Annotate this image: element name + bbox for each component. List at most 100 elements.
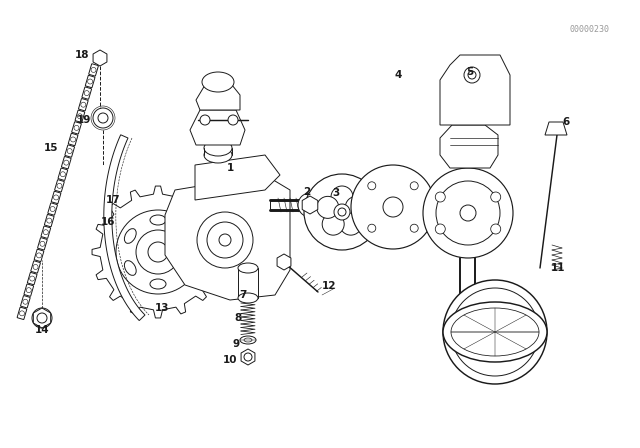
Text: 12: 12 [322,281,336,291]
FancyBboxPatch shape [58,168,68,181]
Circle shape [74,125,79,130]
Circle shape [410,224,418,232]
FancyBboxPatch shape [61,156,71,169]
Ellipse shape [204,147,232,163]
Circle shape [317,196,339,218]
Circle shape [423,168,513,258]
Circle shape [345,196,367,218]
Circle shape [98,113,108,123]
FancyBboxPatch shape [41,226,51,238]
Ellipse shape [451,308,539,356]
Text: 13: 13 [155,303,169,313]
Ellipse shape [443,302,547,362]
Circle shape [54,195,58,200]
Ellipse shape [150,215,166,225]
Circle shape [334,204,350,220]
Text: 5: 5 [467,67,474,77]
Circle shape [468,71,476,79]
Bar [238,268,258,298]
FancyBboxPatch shape [72,122,81,134]
Circle shape [338,208,346,216]
Text: 4: 4 [394,70,402,80]
Text: 19: 19 [77,115,91,125]
FancyBboxPatch shape [51,191,61,203]
Circle shape [32,308,52,328]
Circle shape [436,181,500,245]
Ellipse shape [124,261,136,276]
Circle shape [351,165,435,249]
Circle shape [33,264,38,269]
Polygon shape [196,85,240,110]
FancyBboxPatch shape [31,261,40,273]
FancyBboxPatch shape [54,180,64,192]
Ellipse shape [238,263,258,273]
Circle shape [96,54,104,62]
Circle shape [91,68,96,73]
Polygon shape [190,110,245,145]
Text: 6: 6 [563,117,570,127]
Circle shape [19,311,24,316]
Circle shape [26,288,31,293]
FancyBboxPatch shape [65,145,74,157]
Circle shape [116,210,200,294]
Circle shape [81,102,86,107]
FancyBboxPatch shape [79,99,88,111]
Circle shape [60,172,65,177]
Circle shape [67,149,72,154]
Ellipse shape [238,293,258,303]
Polygon shape [440,125,498,168]
FancyBboxPatch shape [48,203,58,215]
Circle shape [410,182,418,190]
Circle shape [244,353,252,361]
Text: 3: 3 [332,188,340,198]
FancyBboxPatch shape [85,75,95,88]
Circle shape [136,230,180,274]
FancyBboxPatch shape [24,284,33,296]
Circle shape [368,224,376,232]
Polygon shape [92,186,224,318]
Circle shape [207,222,243,258]
Circle shape [331,186,353,208]
Circle shape [29,276,35,281]
Polygon shape [440,55,510,125]
Circle shape [37,313,47,323]
Circle shape [368,182,376,190]
Ellipse shape [240,336,256,344]
Circle shape [322,213,344,235]
FancyBboxPatch shape [89,64,99,76]
Circle shape [460,205,476,221]
Text: 17: 17 [106,195,120,205]
Circle shape [70,137,76,142]
Ellipse shape [180,228,191,243]
Text: 16: 16 [100,217,115,227]
FancyBboxPatch shape [17,307,27,319]
Text: 9: 9 [232,339,239,349]
FancyBboxPatch shape [44,215,54,227]
FancyBboxPatch shape [68,134,78,146]
Circle shape [200,115,210,125]
Circle shape [37,313,47,323]
Circle shape [435,224,445,234]
FancyBboxPatch shape [34,249,44,262]
Circle shape [77,114,83,119]
Circle shape [148,242,168,262]
Text: 2: 2 [303,187,310,197]
Circle shape [464,67,480,83]
Circle shape [88,79,93,84]
Circle shape [451,288,539,376]
Text: 14: 14 [35,325,49,335]
Circle shape [23,299,28,304]
Circle shape [304,174,380,250]
Circle shape [435,192,445,202]
Text: 18: 18 [75,50,89,60]
Text: 11: 11 [551,263,565,273]
Polygon shape [104,135,145,321]
Ellipse shape [202,72,234,92]
Polygon shape [165,175,290,300]
Circle shape [93,108,113,128]
Ellipse shape [204,140,232,156]
Circle shape [443,280,547,384]
FancyBboxPatch shape [38,237,47,250]
FancyBboxPatch shape [75,110,84,122]
Ellipse shape [244,338,252,342]
